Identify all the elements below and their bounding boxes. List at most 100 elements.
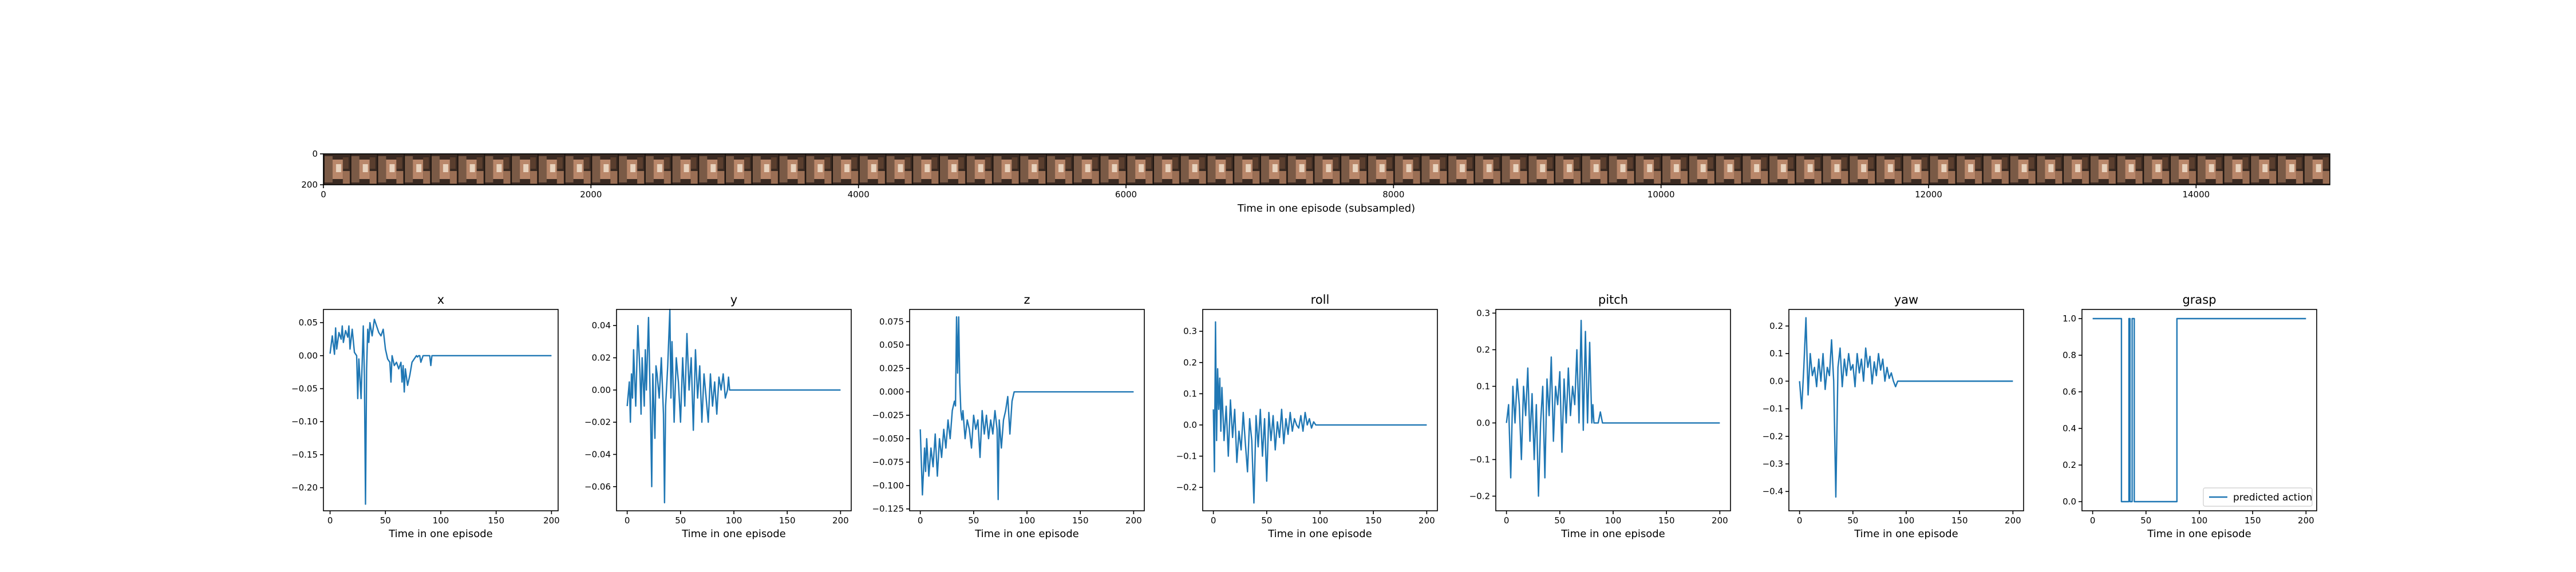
roll-y-tick-label: −0.1: [1176, 451, 1197, 461]
grasp-x-tick-label: 200: [2298, 515, 2314, 526]
roll-x-tick-label: 150: [1365, 515, 1382, 526]
x-x-label: Time in one episode: [388, 528, 493, 540]
y-x-tick-label: 50: [675, 515, 686, 526]
yaw-y-tick-label: −0.4: [1763, 486, 1783, 496]
z-y-tick-label: −0.050: [872, 434, 904, 444]
x-x-tick-label: 50: [380, 515, 391, 526]
frame-strip-x-tick-label: 8000: [1382, 189, 1404, 200]
frame-strip-y-tick-label: 200: [301, 180, 318, 190]
roll-x-tick-label: 50: [1261, 515, 1272, 526]
z-y-tick-label: 0.050: [879, 340, 904, 350]
legend-box: [2203, 487, 2313, 507]
z-axes-frame: [909, 309, 1145, 511]
x-x-tick-label: 200: [543, 515, 560, 526]
grasp-y-tick-label: 0.0: [2063, 496, 2076, 507]
yaw-y-tick-label: −0.3: [1763, 459, 1783, 469]
pitch-y-tick-label: −0.2: [1469, 491, 1490, 501]
y-x-tick-label: 0: [625, 515, 630, 526]
yaw-series-line: [1799, 317, 2013, 498]
y-x-tick-label: 150: [779, 515, 796, 526]
x-x-tick-label: 0: [327, 515, 333, 526]
roll-y-tick-label: −0.2: [1176, 482, 1197, 492]
panel-grasp: grasp 0 50 100 150 200 0.0 0.2 0.4 0.6 0.8 1.0 Time …: [2063, 293, 2317, 540]
yaw-y-tick-label: 0.0: [1769, 376, 1783, 386]
roll-y-tick-label: 0.2: [1183, 357, 1197, 368]
pitch-x-tick-label: 200: [1712, 515, 1728, 526]
y-y-tick-label: −0.04: [584, 449, 611, 459]
grasp-x-tick-label: 150: [2245, 515, 2261, 526]
roll-series-line: [1212, 321, 1427, 504]
grasp-x-tick-label: 50: [2140, 515, 2151, 526]
grasp-x-label: Time in one episode: [2147, 528, 2251, 540]
frame-strip-image: [323, 154, 2330, 185]
pitch-x-tick-label: 100: [1605, 515, 1622, 526]
x-x-tick-label: 100: [433, 515, 449, 526]
grasp-y-tick-label: 0.8: [2063, 350, 2076, 360]
yaw-x-tick-label: 0: [1797, 515, 1803, 526]
x-title: x: [437, 293, 444, 307]
yaw-y-tick-label: 0.1: [1769, 348, 1783, 359]
z-y-tick-label: −0.075: [872, 457, 904, 467]
roll-x-label: Time in one episode: [1267, 528, 1372, 540]
grasp-y-tick-label: 0.2: [2063, 460, 2076, 470]
panel-y: y 0 50 100 150 200 −0.06 −0.04 −0.02 0.00 0.02 0.04…: [584, 293, 852, 540]
x-x-tick-label: 150: [488, 515, 504, 526]
y-y-tick-label: 0.00: [592, 385, 611, 395]
y-y-tick-label: −0.06: [584, 482, 611, 492]
x-axes-frame: [323, 309, 559, 511]
x-y-tick-label: 0.00: [299, 351, 318, 361]
z-x-tick-label: 150: [1072, 515, 1089, 526]
roll-title: roll: [1311, 293, 1330, 307]
frame-strip-x-tick-label: 2000: [580, 189, 602, 200]
z-title: z: [1024, 293, 1030, 307]
y-y-tick-label: 0.04: [592, 320, 611, 331]
y-series-line: [626, 308, 841, 504]
frame-strip-y-tick-label: 0: [312, 149, 318, 159]
yaw-x-tick-label: 150: [1951, 515, 1968, 526]
frame-strip-x-tick-label: 12000: [1915, 189, 1942, 200]
grasp-axes-frame: [2081, 309, 2317, 511]
roll-x-tick-label: 100: [1312, 515, 1329, 526]
pitch-y-tick-label: 0.2: [1476, 344, 1490, 355]
z-x-tick-label: 50: [968, 515, 979, 526]
roll-x-tick-label: 200: [1419, 515, 1435, 526]
frame-strip-x-tick-label: 10000: [1647, 189, 1675, 200]
frame-strip-x-tick-label: 14000: [2182, 189, 2210, 200]
z-x-tick-label: 0: [918, 515, 923, 526]
z-y-tick-label: −0.125: [872, 504, 904, 514]
yaw-x-label: Time in one episode: [1854, 528, 1958, 540]
z-y-tick-label: −0.025: [872, 410, 904, 420]
roll-y-tick-label: 0.0: [1183, 420, 1197, 430]
y-x-tick-label: 100: [726, 515, 742, 526]
x-y-tick-label: −0.20: [291, 483, 318, 493]
pitch-x-tick-label: 0: [1504, 515, 1510, 526]
pitch-y-tick-label: 0.3: [1476, 308, 1490, 318]
roll-axes-frame: [1202, 309, 1438, 511]
pitch-series-line: [1506, 320, 1720, 497]
pitch-y-tick-label: 0.1: [1476, 381, 1490, 391]
yaw-x-tick-label: 100: [1898, 515, 1915, 526]
yaw-y-tick-label: 0.2: [1769, 321, 1783, 331]
z-y-tick-label: 0.000: [879, 387, 904, 397]
grasp-y-tick-label: 0.6: [2063, 387, 2076, 397]
frame-strip-x-tick-label: 6000: [1115, 189, 1137, 200]
legend-label: predicted action: [2233, 492, 2312, 503]
action-panels: x0 50 100 150 200−0.20−0.15−0.10−0.050.000.0…: [291, 293, 2317, 540]
roll-y-tick-label: 0.3: [1183, 326, 1197, 336]
x-y-tick-label: −0.05: [291, 383, 318, 394]
x-y-tick-label: 0.05: [299, 317, 318, 328]
pitch-x-label: Time in one episode: [1560, 528, 1665, 540]
panel-x: x 0 50 100 150 200 −0.20 −0.15 −0.10 −0.05 0.00 0.0…: [291, 293, 560, 540]
z-x-tick-label: 200: [1125, 515, 1142, 526]
yaw-title: yaw: [1894, 293, 1918, 307]
z-x-tick-label: 100: [1019, 515, 1036, 526]
panel-roll: roll 0 50 100 150 200 −0.2 −0.1 0.0 0.1 0.2 0.3 Time…: [1176, 293, 1438, 540]
frame-strip-x-tick-label: 0: [321, 189, 326, 200]
y-title: y: [730, 293, 737, 307]
y-x-label: Time in one episode: [681, 528, 786, 540]
grasp-y-tick-label: 0.4: [2063, 423, 2076, 434]
panel-z: z 0 50 100 150 200 −0.125 −0.100 −0.075 −0.050 −0.…: [872, 293, 1145, 540]
z-series-line: [919, 316, 1134, 500]
